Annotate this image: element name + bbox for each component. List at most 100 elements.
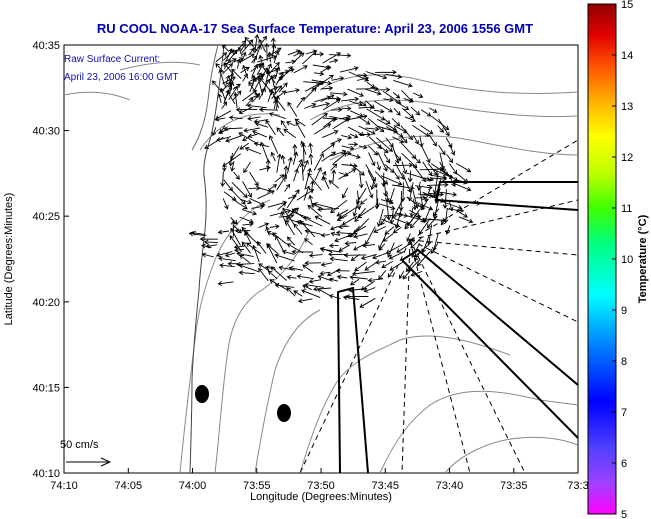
current-vector bbox=[237, 46, 243, 58]
current-vector bbox=[292, 151, 299, 165]
current-vector bbox=[380, 199, 394, 205]
current-vector bbox=[283, 128, 297, 139]
current-vector bbox=[287, 101, 298, 117]
current-vector bbox=[259, 187, 272, 193]
current-vector bbox=[328, 243, 339, 249]
current-vector bbox=[317, 274, 332, 282]
current-vector bbox=[365, 226, 376, 246]
current-vector bbox=[222, 198, 229, 210]
current-vector bbox=[394, 212, 409, 218]
current-vector bbox=[247, 133, 258, 139]
current-vector bbox=[308, 253, 323, 258]
current-vector bbox=[401, 161, 408, 175]
current-vector bbox=[402, 270, 411, 280]
current-vector bbox=[432, 208, 440, 217]
current-vector bbox=[378, 243, 386, 251]
current-vector bbox=[307, 172, 322, 191]
current-vector bbox=[241, 51, 247, 63]
current-vector bbox=[229, 235, 243, 252]
y-tick-label: 40:15 bbox=[32, 382, 60, 394]
current-vector bbox=[225, 134, 243, 143]
current-vector bbox=[291, 249, 314, 255]
current-vector bbox=[295, 121, 306, 139]
current-vector bbox=[272, 99, 278, 110]
current-vector bbox=[376, 118, 397, 131]
colorbar-tick-label: 10 bbox=[621, 254, 633, 266]
current-vector bbox=[248, 47, 255, 56]
current-vector bbox=[375, 198, 381, 208]
y-tick-label: 40:30 bbox=[32, 126, 60, 138]
current-vector bbox=[329, 91, 348, 97]
current-vector bbox=[288, 265, 303, 271]
current-vector bbox=[238, 106, 253, 115]
radial-line bbox=[401, 239, 411, 474]
current-vector bbox=[376, 161, 382, 171]
current-vector bbox=[391, 117, 401, 127]
current-vector bbox=[354, 261, 367, 272]
current-vector bbox=[412, 124, 430, 137]
current-vector bbox=[420, 144, 431, 164]
current-vector bbox=[373, 226, 386, 233]
current-vector bbox=[368, 117, 385, 133]
current-vector bbox=[268, 86, 279, 92]
current-vector bbox=[366, 81, 375, 89]
current-vector bbox=[430, 243, 439, 254]
x-tick-label: 74:00 bbox=[179, 480, 207, 492]
current-vector bbox=[301, 159, 309, 174]
current-vector bbox=[224, 74, 231, 89]
current-vector bbox=[393, 152, 402, 161]
current-vector bbox=[223, 83, 233, 104]
current-vector bbox=[230, 49, 238, 59]
colorbar-label: Temperature (°C) bbox=[637, 214, 649, 303]
current-vector bbox=[426, 182, 449, 188]
current-vector bbox=[218, 256, 236, 262]
current-vector bbox=[456, 173, 469, 183]
current-vector bbox=[349, 100, 364, 107]
current-vector bbox=[418, 218, 431, 235]
current-vector bbox=[308, 194, 314, 208]
current-vector bbox=[266, 243, 278, 264]
current-vector bbox=[363, 287, 376, 293]
current-vector bbox=[380, 175, 403, 186]
current-vector bbox=[349, 163, 365, 176]
current-vector bbox=[253, 74, 263, 92]
current-vector bbox=[383, 153, 391, 164]
current-vector bbox=[276, 153, 282, 173]
current-vector bbox=[319, 270, 331, 276]
current-vector bbox=[411, 243, 421, 258]
current-vector bbox=[364, 88, 382, 96]
current-vector bbox=[349, 133, 359, 139]
coastline bbox=[189, 44, 225, 474]
current-vector bbox=[381, 260, 394, 269]
current-vector bbox=[216, 136, 232, 142]
current-vector bbox=[410, 270, 423, 277]
current-vector bbox=[330, 163, 338, 172]
current-vector bbox=[412, 155, 421, 164]
current-vector bbox=[329, 53, 352, 58]
current-vector bbox=[270, 151, 276, 162]
current-vector bbox=[385, 73, 403, 80]
current-vector bbox=[331, 169, 337, 183]
current-vector bbox=[334, 235, 350, 243]
current-vector bbox=[230, 161, 235, 172]
current-vector bbox=[267, 51, 273, 63]
current-vector bbox=[377, 152, 388, 172]
current-vector bbox=[328, 251, 348, 257]
current-vector bbox=[296, 189, 315, 201]
current-vector bbox=[211, 80, 224, 94]
current-vector bbox=[319, 247, 342, 253]
current-vector bbox=[215, 63, 225, 73]
current-vector bbox=[293, 223, 303, 235]
current-vector bbox=[351, 271, 375, 277]
current-vector bbox=[286, 120, 296, 127]
current-vector bbox=[322, 74, 334, 83]
scale-arrow-head bbox=[100, 457, 112, 467]
current-vector bbox=[350, 278, 360, 286]
current-vector bbox=[329, 96, 341, 102]
current-vector bbox=[387, 242, 395, 258]
radial-line bbox=[409, 139, 579, 241]
current-vector bbox=[446, 154, 454, 164]
current-vector bbox=[257, 190, 275, 200]
current-vector bbox=[274, 66, 281, 79]
current-vector bbox=[414, 251, 421, 262]
